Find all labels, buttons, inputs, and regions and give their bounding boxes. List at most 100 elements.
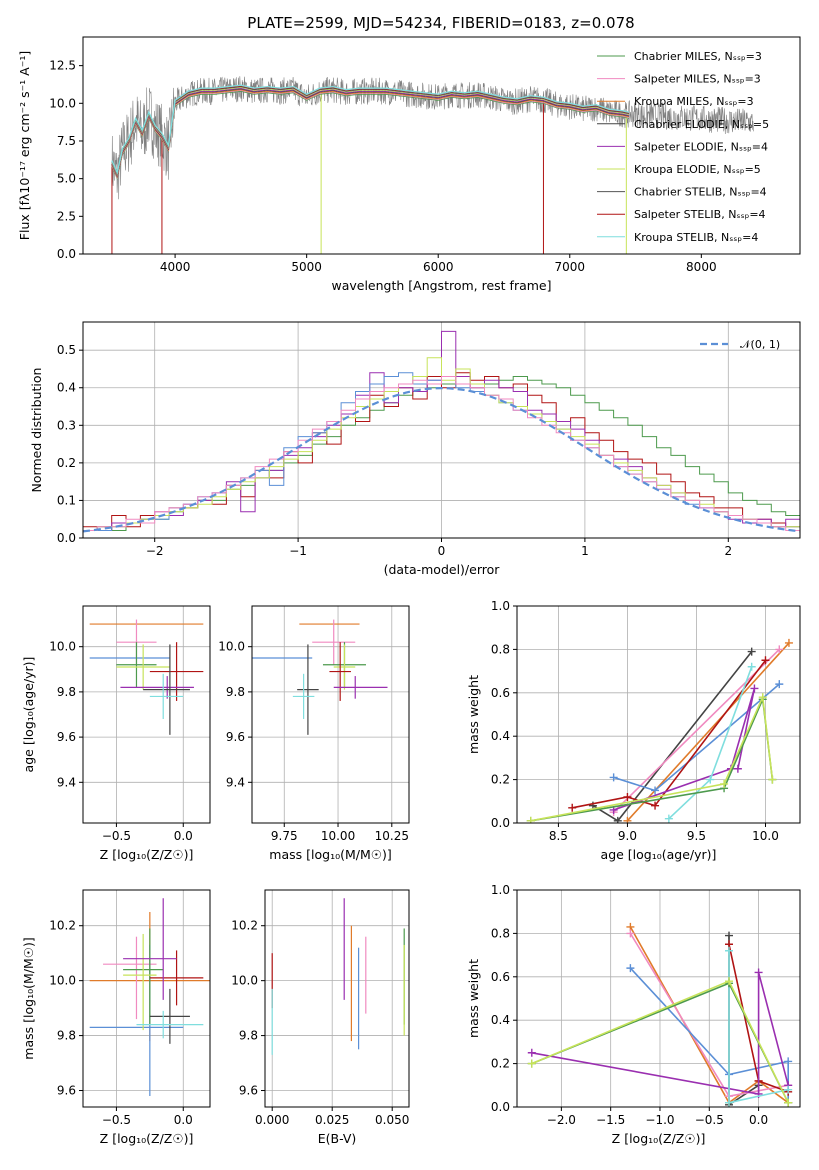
y-tick-label-4: 0.8 bbox=[491, 926, 510, 940]
weight-line-7 bbox=[530, 696, 774, 822]
plot-area bbox=[527, 922, 793, 1107]
y-axis-label: mass [log₁₀(M/M☉)] bbox=[21, 937, 36, 1059]
plot-area bbox=[111, 76, 754, 254]
legend-entry-1: Salpeter MILES, Nₛₛₚ=3 bbox=[634, 73, 761, 86]
legend-entry-6: Chabrier STELIB, Nₛₛₚ=4 bbox=[634, 186, 767, 199]
x-axis-label: Z [log₁₀(Z/Z☉)] bbox=[100, 1131, 194, 1146]
y-tick-label-4: 0.8 bbox=[491, 642, 510, 656]
model-line-6 bbox=[111, 86, 630, 176]
weight-marker-2-0 bbox=[626, 929, 635, 938]
weight-marker-6-0 bbox=[664, 814, 673, 823]
y-tick-label-0: 9.6 bbox=[57, 1084, 76, 1098]
model-line-5 bbox=[111, 87, 630, 177]
y-tick-label-3: 0.6 bbox=[491, 686, 510, 700]
y-axis-label: Flux [fλ10⁻¹⁷ erg cm⁻² s⁻¹ A⁻¹] bbox=[17, 51, 32, 240]
x-axis-label: Z [log₁₀(Z/Z☉)] bbox=[100, 847, 194, 862]
x-tick-label-0: −0.5 bbox=[102, 1113, 131, 1127]
y-tick-label-3: 7.5 bbox=[57, 134, 76, 148]
y-axis-label: Normed distribution bbox=[29, 368, 44, 493]
chart-6: 0.000 0.025 0.050 9.6 9.8 10.0 10.2 E(B-V) bbox=[231, 889, 410, 1146]
x-tick-label-2: 10.25 bbox=[375, 829, 409, 843]
weight-marker-8-0 bbox=[526, 816, 535, 823]
plot-area bbox=[89, 898, 210, 1097]
weight-marker-3-2 bbox=[775, 680, 784, 689]
x-axis-label: wavelength [Angstrom, rest frame] bbox=[331, 278, 551, 293]
weight-marker-6-2 bbox=[784, 1085, 793, 1094]
y-tick-label-1: 0.2 bbox=[491, 773, 510, 787]
y-tick-label-3: 10.0 bbox=[49, 640, 76, 654]
x-tick-label-3: −0.5 bbox=[695, 1113, 724, 1127]
normal-curve bbox=[83, 386, 800, 533]
weight-marker-8-1 bbox=[720, 779, 729, 788]
weight-marker-5-2 bbox=[754, 968, 763, 977]
x-tick-label-3: 1 bbox=[581, 544, 589, 558]
x-tick-label-0: −0.5 bbox=[102, 829, 131, 843]
weight-marker-3-0 bbox=[626, 964, 635, 973]
weight-marker-6-1 bbox=[725, 1098, 734, 1107]
weight-line-5 bbox=[613, 688, 756, 811]
model-line-4 bbox=[111, 87, 630, 177]
weight-marker-5-0 bbox=[527, 1048, 536, 1057]
weight-marker-0-1 bbox=[613, 816, 622, 823]
plot-area bbox=[271, 898, 405, 1055]
weight-marker-8-1 bbox=[725, 977, 734, 986]
y-tick-label-0: 0.0 bbox=[57, 531, 76, 545]
x-tick-label-2: 9.5 bbox=[687, 829, 706, 843]
x-axis-label: (data-model)/error bbox=[384, 562, 501, 577]
y-tick-label-2: 9.8 bbox=[57, 685, 76, 699]
model-line-7 bbox=[111, 85, 630, 175]
chart-0: 4000 5000 6000 7000 8000 0.0 2.5 5.0 7.5 10.0 12.5… bbox=[17, 14, 801, 293]
chart-2: −0.5 0.0 9.4 9.6 9.8 10.0 Z [log₁₀(Z/Z☉)] age [… bbox=[21, 605, 211, 862]
weight-marker-0-2 bbox=[747, 647, 756, 656]
model-line-0 bbox=[111, 90, 630, 180]
weight-line-5 bbox=[531, 972, 789, 1095]
x-tick-label-2: 0.050 bbox=[375, 1113, 409, 1127]
x-tick-label-0: 8.5 bbox=[549, 829, 568, 843]
weight-marker-5-3 bbox=[733, 764, 742, 773]
x-tick-label-0: −2 bbox=[146, 544, 164, 558]
y-tick-label-0: 9.4 bbox=[226, 775, 245, 789]
weight-line-1 bbox=[626, 642, 790, 822]
y-tick-label-0: 9.6 bbox=[239, 1084, 258, 1098]
y-tick-label-1: 2.5 bbox=[57, 209, 76, 223]
weight-marker-4-1 bbox=[623, 792, 632, 801]
y-tick-label-2: 0.4 bbox=[491, 1013, 510, 1027]
weight-marker-6-1 bbox=[706, 775, 715, 784]
x-axis-label: Z [log₁₀(Z/Z☉)] bbox=[612, 1131, 706, 1146]
legend: Chabrier MILES, Nₛₛₚ=3 Salpeter MILES, Nₛ… bbox=[597, 50, 769, 244]
y-tick-label-1: 9.8 bbox=[239, 1029, 258, 1043]
y-tick-label-0: 0.0 bbox=[491, 1100, 510, 1114]
weight-marker-6-2 bbox=[747, 662, 756, 671]
legend-entry-8: Kroupa STELIB, Nₛₛₚ=4 bbox=[634, 231, 758, 244]
x-tick-label-1: 9.0 bbox=[618, 829, 637, 843]
chart-title: PLATE=2599, MJD=54234, FIBERID=0183, z=0… bbox=[247, 14, 634, 32]
weight-line-4 bbox=[572, 659, 767, 809]
x-tick-label-1: 5000 bbox=[291, 260, 322, 274]
model-line-1 bbox=[111, 90, 630, 180]
y-tick-label-1: 9.8 bbox=[57, 1029, 76, 1043]
y-tick-label-1: 0.1 bbox=[57, 493, 76, 507]
x-tick-label-3: 10.0 bbox=[752, 829, 779, 843]
weight-marker-0-0 bbox=[725, 931, 734, 940]
weight-marker-8-3 bbox=[768, 775, 777, 784]
y-tick-label-5: 0.5 bbox=[57, 343, 76, 357]
weight-marker-8-2 bbox=[758, 693, 767, 702]
axes-frame bbox=[251, 605, 410, 824]
x-tick-label-1: −1.5 bbox=[596, 1113, 625, 1127]
model-line-2 bbox=[111, 89, 630, 179]
x-axis-label: E(B-V) bbox=[318, 1131, 357, 1146]
axes-frame bbox=[264, 889, 410, 1108]
x-tick-label-3: 7000 bbox=[554, 260, 585, 274]
weight-marker-8-2 bbox=[784, 1098, 793, 1107]
y-tick-label-0: 0.0 bbox=[57, 247, 76, 261]
x-tick-label-0: 0.000 bbox=[255, 1113, 289, 1127]
axes-frame bbox=[82, 36, 801, 255]
weight-marker-4-0 bbox=[568, 803, 577, 812]
weight-marker-3-1 bbox=[651, 786, 660, 795]
x-axis-label: mass [log₁₀(M/M☉)] bbox=[269, 847, 391, 862]
weight-marker-8-0 bbox=[527, 1059, 536, 1068]
y-tick-label-2: 0.4 bbox=[491, 729, 510, 743]
model-line-3 bbox=[111, 88, 630, 178]
y-tick-label-2: 10.0 bbox=[49, 974, 76, 988]
x-tick-label-1: 0.0 bbox=[174, 1113, 193, 1127]
